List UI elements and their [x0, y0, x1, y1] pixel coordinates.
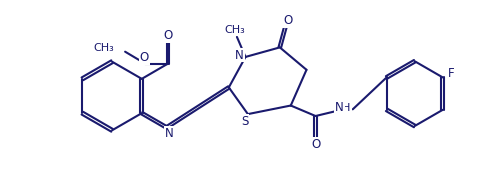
- Text: N: N: [235, 49, 244, 61]
- Text: O: O: [164, 29, 173, 42]
- Text: F: F: [448, 67, 455, 80]
- Text: O: O: [311, 138, 320, 151]
- Text: N: N: [335, 101, 344, 114]
- Text: N: N: [164, 127, 173, 140]
- Text: O: O: [139, 51, 149, 64]
- Text: S: S: [241, 115, 248, 128]
- Text: CH₃: CH₃: [94, 43, 114, 53]
- Text: H: H: [342, 103, 351, 113]
- Text: O: O: [283, 14, 293, 27]
- Text: CH₃: CH₃: [224, 25, 245, 35]
